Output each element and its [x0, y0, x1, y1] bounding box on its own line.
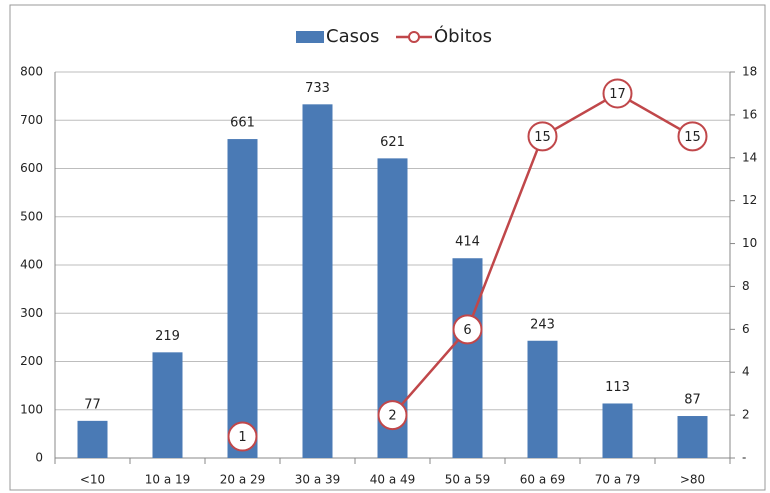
bar [77, 420, 108, 458]
point-label: 15 [684, 130, 701, 145]
y-tick-label: 0 [35, 451, 43, 465]
bar-label: 621 [380, 135, 405, 150]
point-label: 6 [463, 323, 471, 338]
point-label: 1 [238, 430, 246, 445]
y-tick-label: 800 [20, 65, 43, 79]
line-marker [677, 121, 708, 152]
y2-tick-label: 2 [742, 408, 750, 422]
line-marker [452, 314, 483, 345]
legend-swatch [296, 31, 324, 43]
y-tick-label: 500 [20, 209, 43, 223]
bar [302, 104, 333, 458]
y2-tick-label: 4 [742, 365, 750, 379]
x-tick-label: >80 [680, 473, 705, 487]
bar [227, 139, 258, 458]
bar [452, 258, 483, 458]
legend-marker [408, 31, 420, 43]
point-label: 17 [609, 87, 626, 102]
x-tick-label: 20 a 29 [220, 473, 266, 487]
y2-tick-label: - [742, 451, 746, 465]
bar-label: 243 [530, 317, 555, 332]
bar [152, 352, 183, 458]
point-label: 15 [534, 130, 551, 145]
bar-label: 661 [230, 116, 255, 131]
y-tick-label: 200 [20, 354, 43, 368]
y2-tick-label: 12 [742, 193, 757, 207]
line-marker [377, 400, 408, 431]
x-tick-label: 70 a 79 [595, 473, 641, 487]
bar-label: 414 [455, 235, 480, 250]
x-tick-label: 10 a 19 [145, 473, 191, 487]
point-label: 2 [388, 409, 396, 424]
bar [677, 416, 708, 458]
bar-label: 219 [155, 329, 180, 344]
bar [602, 403, 633, 458]
x-tick-label: <10 [80, 473, 105, 487]
bar-label: 77 [84, 397, 101, 412]
bar [527, 340, 558, 458]
x-tick-label: 60 a 69 [520, 473, 566, 487]
legend-label: Casos [326, 26, 379, 47]
y2-tick-label: 6 [742, 322, 750, 336]
y-tick-label: 300 [20, 306, 43, 320]
y-tick-label: 400 [20, 258, 43, 272]
y2-tick-label: 8 [742, 279, 750, 293]
y2-tick-label: 18 [742, 65, 757, 79]
line-marker [227, 421, 258, 452]
line-marker [602, 78, 633, 109]
legend-label: Óbitos [434, 25, 492, 47]
y-tick-label: 100 [20, 402, 43, 416]
x-tick-label: 30 a 39 [295, 473, 341, 487]
y-tick-label: 700 [20, 113, 43, 127]
y2-tick-label: 14 [742, 150, 757, 164]
bar-label: 87 [684, 393, 701, 408]
y-tick-label: 600 [20, 161, 43, 175]
line-marker [527, 121, 558, 152]
y2-tick-label: 10 [742, 236, 757, 250]
bar-label: 113 [605, 380, 630, 395]
y2-tick-label: 16 [742, 107, 757, 121]
x-tick-label: 50 a 59 [445, 473, 491, 487]
bar-label: 733 [305, 81, 330, 96]
x-tick-label: 40 a 49 [370, 473, 416, 487]
